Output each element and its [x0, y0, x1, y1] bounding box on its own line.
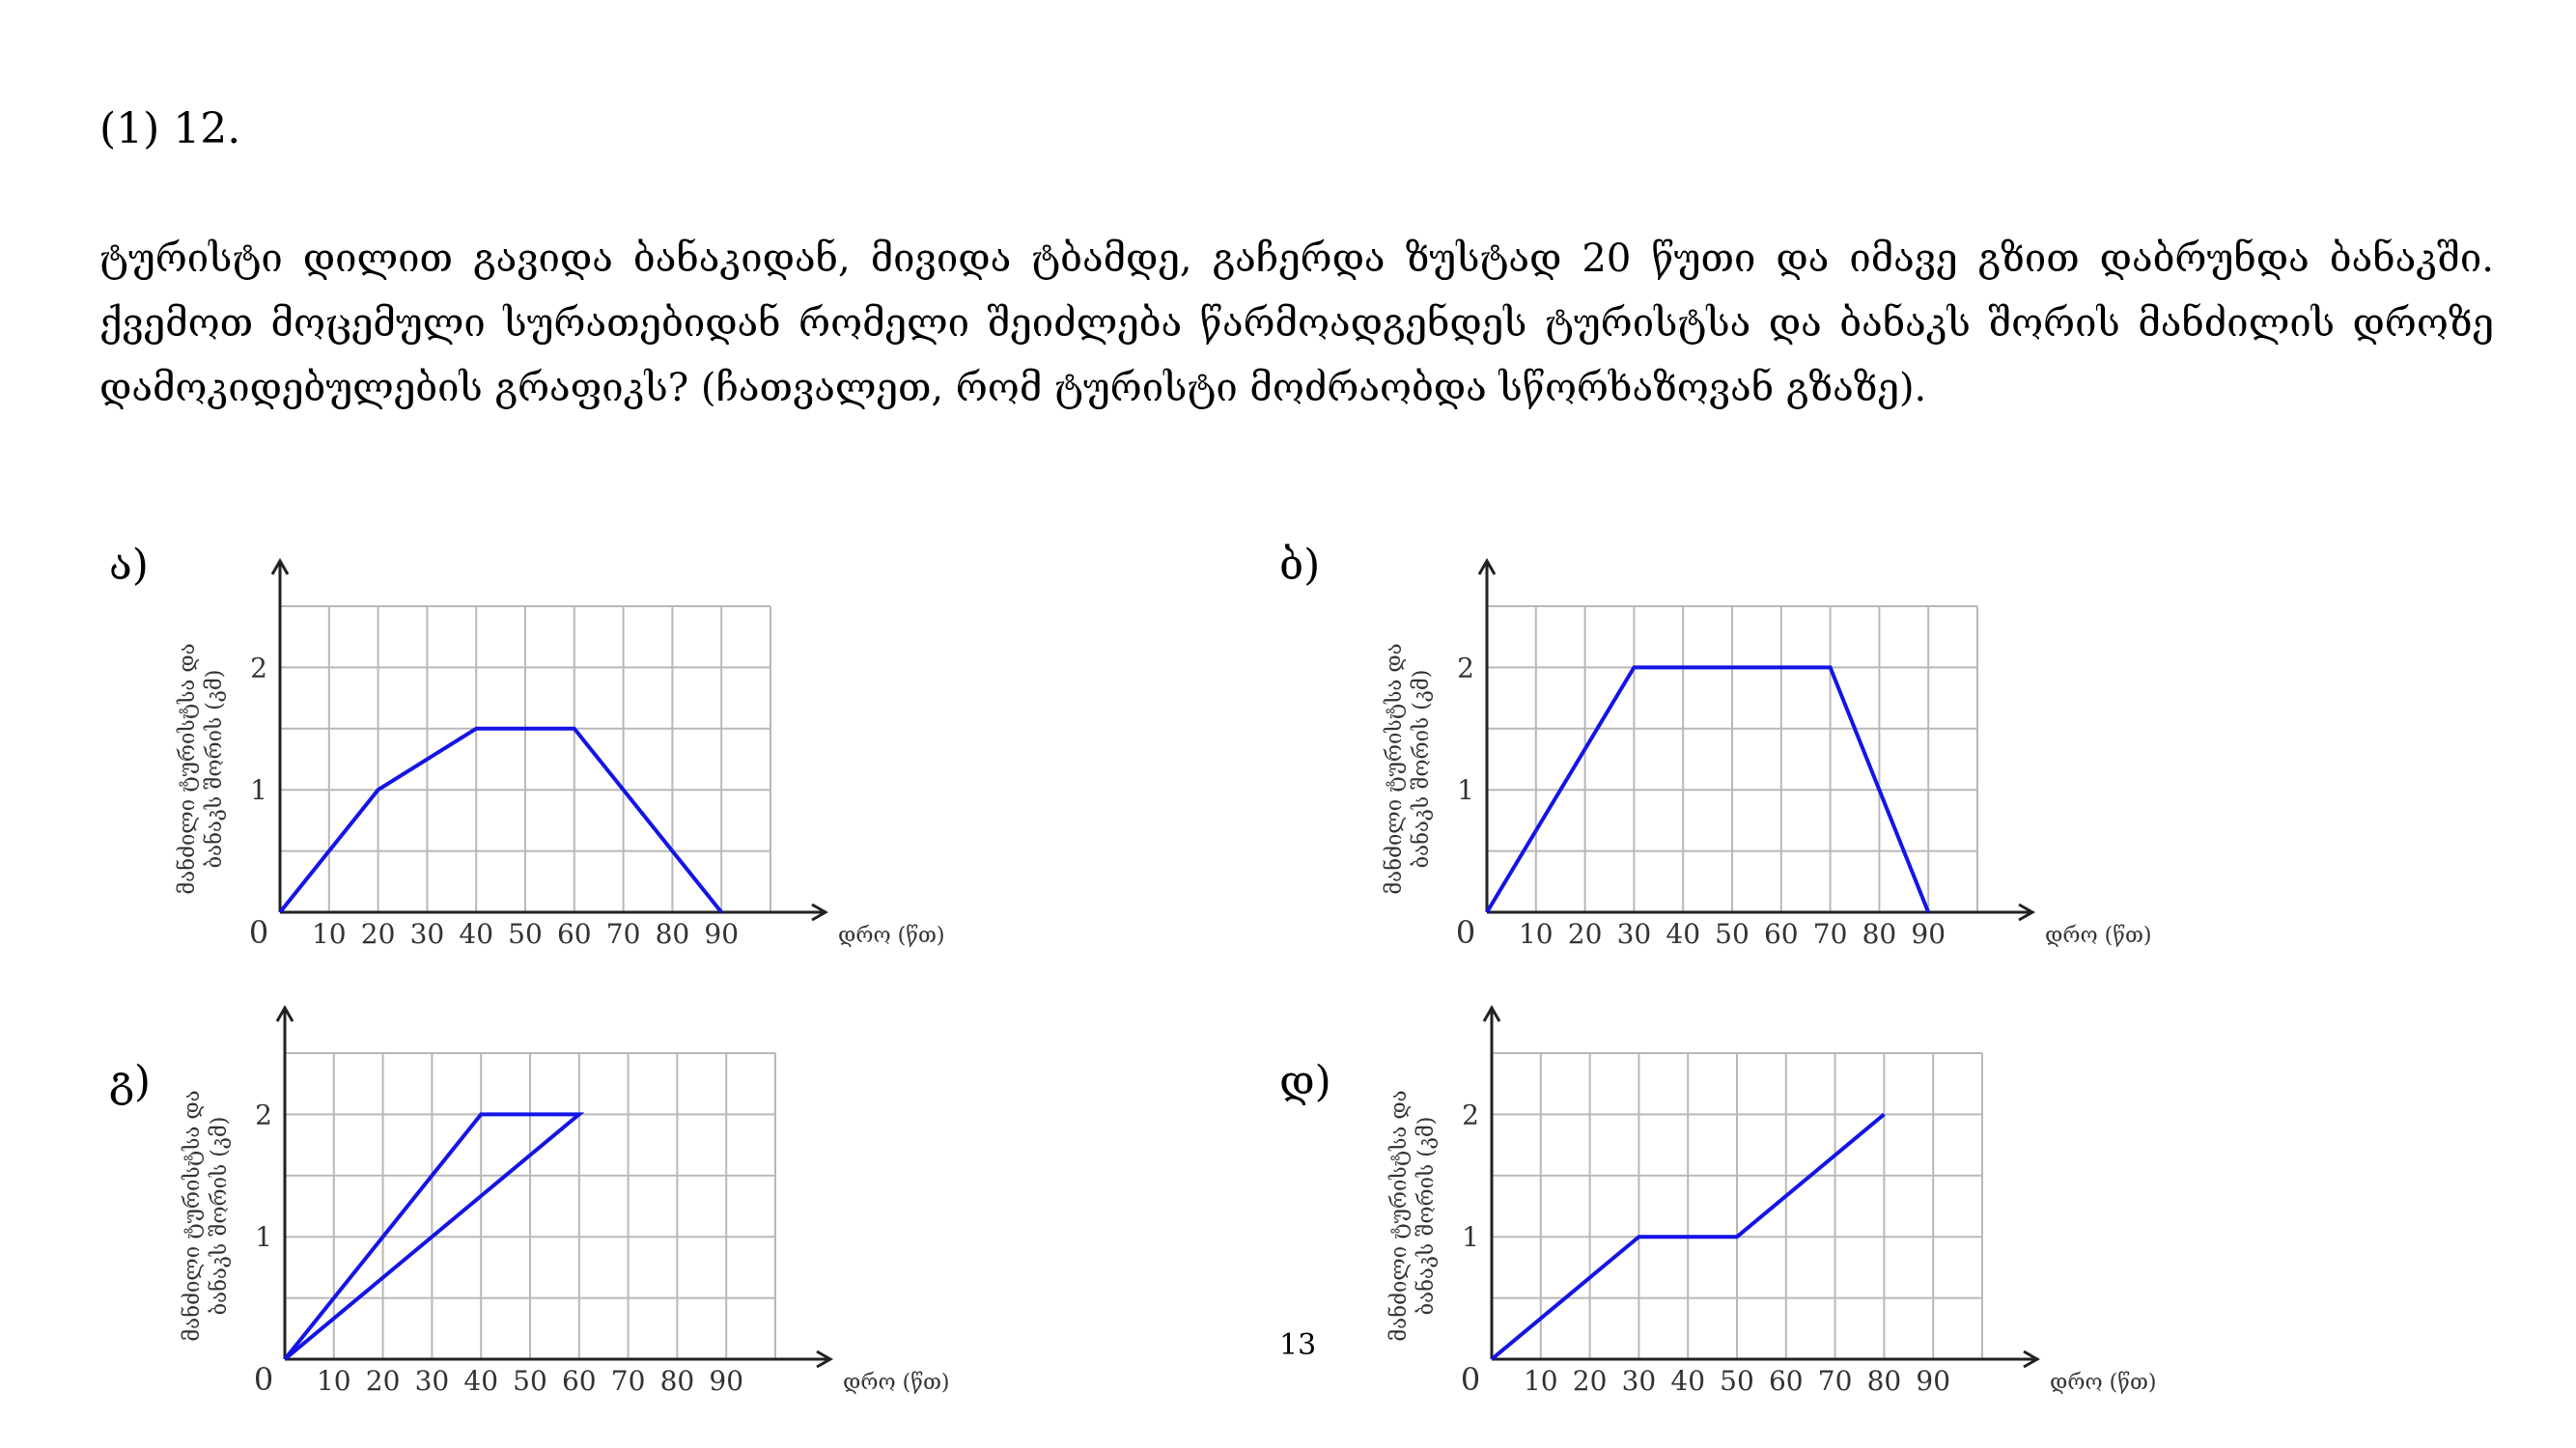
- grid: [1492, 1052, 1983, 1359]
- y-tick-label: 1: [255, 1221, 272, 1253]
- y-tick-label: 1: [250, 774, 267, 806]
- x-tick-label: 10: [1524, 1365, 1558, 1397]
- y-axis-label: მანძილი ტურისტსა და ბანაკს შორის (კმ): [1382, 643, 1434, 894]
- x-axis-label: დრო (წთ): [838, 924, 945, 948]
- y-axis-label: მანძილი ტურისტსა და ბანაკს შორის (კმ): [175, 643, 227, 894]
- x-tick-label: 40: [459, 918, 493, 950]
- y-axis-label-line2: ბანაკს შორის (კმ): [1409, 670, 1434, 869]
- x-tick-label: 20: [361, 918, 396, 950]
- y-axis-label-line2: ბანაკს შორის (კმ): [207, 1117, 232, 1316]
- y-tick-label: 2: [1457, 652, 1474, 683]
- x-axis-arrow: [2023, 1350, 2041, 1369]
- y-axis-arrow: [270, 557, 290, 575]
- series-line: [1485, 665, 1931, 914]
- x-tick-label: 30: [415, 1365, 450, 1397]
- x-tick-label: 90: [1911, 918, 1946, 950]
- series-line: [283, 1112, 585, 1361]
- y-axis-label: მანძილი ტურისტსა და ბანაკს შორის (კმ): [1386, 1090, 1439, 1341]
- origin-label: 0: [1456, 914, 1475, 951]
- x-tick-label: 80: [656, 918, 690, 950]
- x-tick-label: 70: [611, 1365, 646, 1397]
- graph-d: 0 10 20 30 40 50 60 70 80 90 1 2 დრო (წთ) მანძილი ტურ…: [1386, 1004, 2157, 1398]
- x-tick-label: 60: [1764, 918, 1799, 950]
- x-axis-arrow: [811, 903, 829, 922]
- y-axis-label-line1: მანძილი ტურისტსა და: [175, 643, 200, 894]
- x-tick-label: 90: [1916, 1365, 1950, 1397]
- x-tick-label: 70: [1813, 918, 1848, 950]
- x-tick-label: 40: [1670, 1365, 1705, 1397]
- y-axis-arrow: [1477, 557, 1497, 575]
- grid: [285, 1052, 776, 1359]
- x-tick-label: 20: [1568, 918, 1603, 950]
- x-tick-label: 40: [1666, 918, 1700, 950]
- x-tick-label: 30: [1622, 1365, 1657, 1397]
- x-tick-label: 70: [1818, 1365, 1853, 1397]
- y-axis-label-line2: ბანაკს შორის (კმ): [1414, 1117, 1439, 1316]
- x-tick-label: 20: [1573, 1365, 1608, 1397]
- origin-label: 0: [1461, 1361, 1480, 1398]
- y-tick-label: 2: [250, 652, 267, 683]
- x-tick-label: 70: [606, 918, 641, 950]
- x-axis-label: დრო (წთ): [2050, 1371, 2157, 1395]
- y-axis-label-line1: მანძილი ტურისტსა და: [1382, 643, 1407, 894]
- series-line: [278, 726, 723, 914]
- x-axis-arrow: [2018, 903, 2036, 922]
- page-number: 13: [1279, 1328, 1317, 1362]
- x-tick-label: 60: [562, 1365, 597, 1397]
- x-tick-label: 60: [557, 918, 592, 950]
- x-tick-label: 40: [463, 1365, 498, 1397]
- question-number: (1) 12.: [99, 104, 241, 153]
- x-tick-label: 10: [312, 918, 347, 950]
- x-tick-label: 60: [1769, 1365, 1804, 1397]
- x-tick-label: 50: [1715, 918, 1750, 950]
- grid: [1487, 605, 1978, 912]
- question-text: ტურისტი დილით გავიდა ბანაკიდან, მივიდა ტ…: [99, 237, 2494, 410]
- x-tick-label: 90: [709, 1365, 743, 1397]
- y-axis-label-line1: მანძილი ტურისტსა და: [180, 1090, 205, 1341]
- x-tick-label: 30: [1617, 918, 1652, 950]
- y-axis-label-line2: ბანაკს შორის (კმ): [202, 670, 227, 869]
- origin-label: 0: [249, 914, 268, 951]
- x-tick-label: 80: [660, 1365, 695, 1397]
- panel-label-b: ბ): [1279, 541, 1321, 590]
- origin-label: 0: [254, 1361, 273, 1398]
- graph-a: 0 10 20 30 40 50 60 70 80 90 1 2 დრო (წთ) მანძილი ტურ…: [175, 557, 945, 951]
- grid: [280, 605, 771, 912]
- y-tick-label: 1: [1457, 774, 1474, 806]
- y-tick-label: 2: [255, 1099, 272, 1130]
- y-tick-label: 1: [1462, 1221, 1479, 1253]
- x-tick-label: 10: [317, 1365, 351, 1397]
- x-tick-label: 30: [410, 918, 445, 950]
- y-axis-label: მანძილი ტურისტსა და ბანაკს შორის (კმ): [180, 1090, 232, 1341]
- x-tick-label: 90: [704, 918, 739, 950]
- x-tick-label: 50: [513, 1365, 547, 1397]
- x-tick-label: 50: [1720, 1365, 1754, 1397]
- panel-label-g: გ): [109, 1057, 152, 1106]
- x-tick-label: 50: [508, 918, 543, 950]
- graph-g: 0 10 20 30 40 50 60 70 80 90 1 2 დრო (წთ) მანძილი ტურ…: [180, 1004, 950, 1398]
- y-axis-arrow: [275, 1004, 294, 1022]
- x-tick-label: 80: [1867, 1365, 1902, 1397]
- x-tick-label: 20: [366, 1365, 401, 1397]
- x-axis-arrow: [816, 1350, 834, 1369]
- graph-b: 0 10 20 30 40 50 60 70 80 90 1 2 დრო (წთ) მანძილი ტურ…: [1382, 557, 2152, 951]
- x-tick-label: 10: [1519, 918, 1554, 950]
- panel-label-d: დ): [1279, 1057, 1331, 1106]
- y-axis-label-line1: მანძილი ტურისტსა და: [1386, 1090, 1412, 1341]
- x-tick-label: 80: [1862, 918, 1897, 950]
- x-axis-label: დრო (წთ): [2045, 924, 2152, 948]
- y-tick-label: 2: [1462, 1099, 1479, 1130]
- y-axis-arrow: [1482, 1004, 1501, 1022]
- panel-label-a: ა): [109, 541, 149, 590]
- x-axis-label: დრო (წთ): [843, 1371, 950, 1395]
- series-line: [1490, 1112, 1886, 1361]
